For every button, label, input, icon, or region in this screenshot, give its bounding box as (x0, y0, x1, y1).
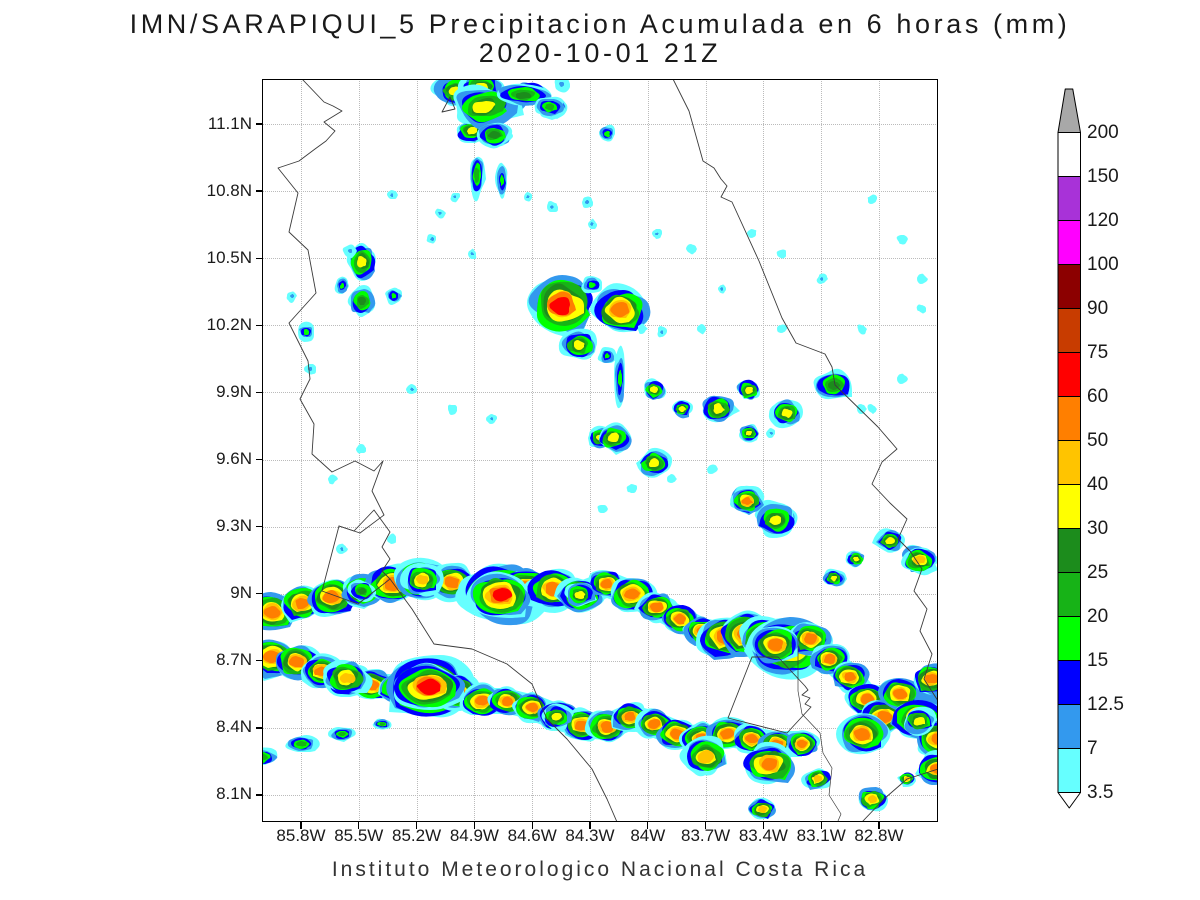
svg-text:12.5: 12.5 (1087, 694, 1124, 715)
svg-text:120: 120 (1087, 210, 1119, 231)
svg-text:7: 7 (1087, 738, 1098, 759)
svg-text:25: 25 (1087, 562, 1108, 583)
svg-text:60: 60 (1087, 386, 1108, 407)
svg-text:20: 20 (1087, 606, 1108, 627)
svg-text:100: 100 (1087, 254, 1119, 275)
svg-text:40: 40 (1087, 474, 1108, 495)
svg-text:30: 30 (1087, 518, 1108, 539)
svg-text:3.5: 3.5 (1087, 782, 1113, 803)
svg-text:50: 50 (1087, 430, 1108, 451)
svg-text:90: 90 (1087, 298, 1108, 319)
svg-text:200: 200 (1087, 122, 1119, 143)
svg-text:150: 150 (1087, 166, 1119, 187)
svg-text:15: 15 (1087, 650, 1108, 671)
svg-text:75: 75 (1087, 342, 1108, 363)
